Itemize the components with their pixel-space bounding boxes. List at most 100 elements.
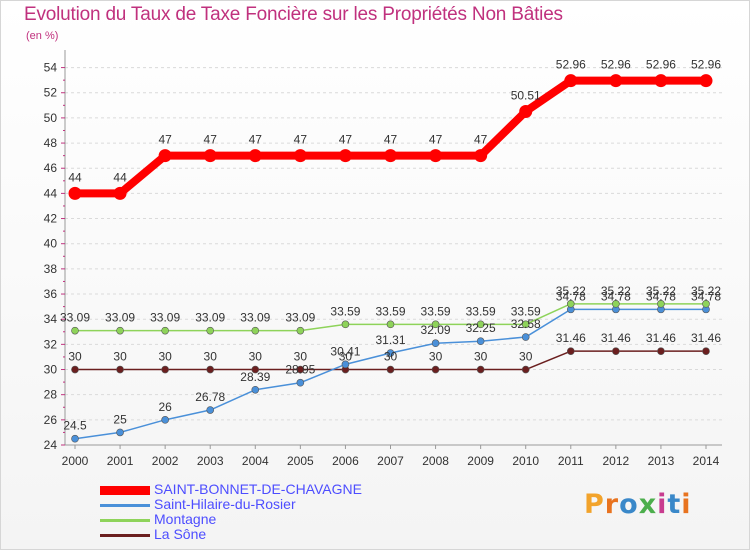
data-label: 47 <box>249 133 263 147</box>
data-point <box>431 339 440 348</box>
data-label: 31.46 <box>601 331 631 345</box>
data-point <box>116 428 124 437</box>
data-point <box>116 365 124 374</box>
y-tick-label: 46 <box>44 161 58 175</box>
data-label: 33.59 <box>375 304 405 318</box>
x-tick-label: 2002 <box>152 454 179 468</box>
chart-subtitle: (en %) <box>26 30 59 42</box>
data-label: 30 <box>204 350 218 364</box>
legend-label: La Sône <box>154 526 207 542</box>
legend-label: Saint-Hilaire-du-Rosier <box>154 496 296 512</box>
logo-letter: P <box>584 489 605 520</box>
data-point <box>71 434 79 443</box>
data-label: 31.46 <box>691 331 721 345</box>
logo-letter: i <box>657 489 668 520</box>
data-label: 47 <box>474 133 488 147</box>
y-tick-label: 28 <box>44 388 58 402</box>
legend-label: Montagne <box>154 511 217 527</box>
x-tick-label: 2010 <box>512 454 539 468</box>
data-point <box>206 365 215 374</box>
chart-title: Evolution du Taux de Taxe Foncière sur l… <box>24 4 563 25</box>
legend-label: SAINT-BONNET-DE-CHAVAGNE <box>154 481 362 497</box>
y-tick-label: 32 <box>44 337 58 351</box>
data-label: 33.09 <box>195 311 225 325</box>
data-point <box>341 360 350 369</box>
y-tick-label: 50 <box>44 111 58 125</box>
data-label: 31.46 <box>556 331 586 345</box>
data-point <box>429 149 443 163</box>
y-tick-label: 52 <box>44 86 58 100</box>
data-label: 52.96 <box>556 58 586 72</box>
y-tick-label: 42 <box>44 212 58 226</box>
x-tick-label: 2006 <box>332 454 359 468</box>
data-point <box>476 365 485 374</box>
data-label: 47 <box>204 133 218 147</box>
data-point <box>566 300 575 308</box>
y-tick-label: 38 <box>44 262 58 276</box>
y-tick-label: 44 <box>44 186 58 200</box>
data-label: 33.09 <box>285 311 315 325</box>
logo-letter: t <box>667 489 682 520</box>
data-label: 30 <box>384 350 398 364</box>
data-label: 33.09 <box>60 311 90 325</box>
data-point <box>474 149 488 163</box>
y-tick-label: 26 <box>44 413 58 427</box>
data-point <box>386 349 395 357</box>
data-point <box>158 149 172 163</box>
x-tick-label: 2013 <box>648 454 675 468</box>
data-label: 33.59 <box>330 304 360 318</box>
legend-swatch <box>100 504 150 507</box>
data-label: 28.39 <box>240 370 270 384</box>
data-point <box>386 320 395 329</box>
x-tick-label: 2012 <box>603 454 630 468</box>
logo-letter: r <box>604 489 620 520</box>
data-label: 47 <box>384 133 398 147</box>
data-point <box>431 365 440 374</box>
data-point <box>338 149 352 163</box>
series-line-1 <box>74 308 707 440</box>
data-label: 33.59 <box>466 304 496 318</box>
data-point <box>657 300 665 308</box>
data-point <box>476 337 485 346</box>
y-tick-label: 34 <box>44 312 58 326</box>
data-point <box>68 186 82 200</box>
data-point <box>116 326 124 335</box>
y-tick-label: 54 <box>44 61 58 75</box>
logo-letter: x <box>638 489 658 520</box>
data-label: 32.09 <box>421 323 451 337</box>
data-point <box>251 365 260 374</box>
x-tick-label: 2000 <box>62 454 89 468</box>
data-label: 30 <box>249 350 263 364</box>
data-point <box>521 333 530 341</box>
y-tick-label: 24 <box>44 438 58 452</box>
data-label: 30 <box>339 350 353 364</box>
data-point <box>702 300 710 308</box>
x-tick-label: 2004 <box>242 454 269 468</box>
data-point <box>386 365 395 374</box>
x-tick-label: 2007 <box>377 454 404 468</box>
data-point <box>521 365 530 374</box>
data-point <box>296 378 305 387</box>
data-point <box>206 326 215 335</box>
data-label: 35.22 <box>646 284 676 298</box>
data-point <box>566 347 575 355</box>
data-point <box>161 416 169 424</box>
data-label: 31.46 <box>646 331 676 345</box>
data-point <box>702 347 710 355</box>
data-label: 52.96 <box>646 58 676 72</box>
logo-letter: o <box>619 489 639 520</box>
x-tick-label: 2005 <box>287 454 314 468</box>
data-label: 30 <box>68 350 82 364</box>
data-label: 35.22 <box>601 284 631 298</box>
data-label: 30 <box>474 350 488 364</box>
data-point <box>476 320 485 329</box>
data-label: 44 <box>113 170 127 184</box>
x-tick-label: 2008 <box>422 454 449 468</box>
data-point <box>521 320 530 329</box>
data-label: 30 <box>113 350 127 364</box>
data-point <box>251 326 260 335</box>
data-label: 30 <box>158 350 172 364</box>
data-label: 28.95 <box>285 363 315 377</box>
data-point <box>657 347 665 355</box>
